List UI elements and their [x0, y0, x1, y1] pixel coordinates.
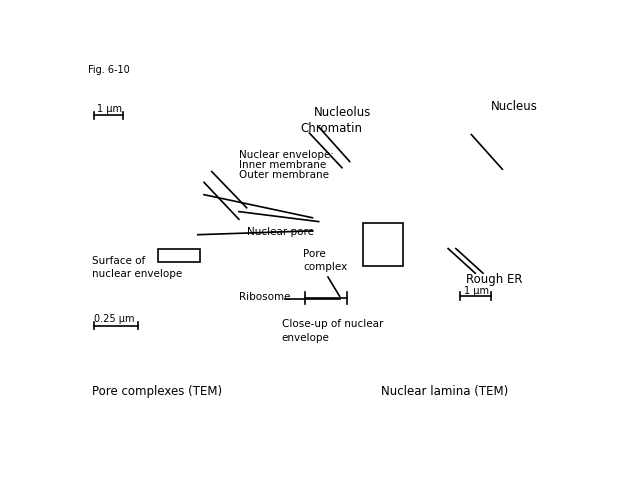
Text: 0.25 µm: 0.25 µm [94, 314, 134, 324]
Text: Inner membrane: Inner membrane [239, 160, 326, 170]
Text: Nucleolus: Nucleolus [314, 106, 371, 119]
Text: Nuclear lamina (TEM): Nuclear lamina (TEM) [381, 385, 508, 398]
Text: Chromatin: Chromatin [300, 121, 362, 134]
Text: Nucleus: Nucleus [491, 100, 538, 113]
Text: Pore complexes (TEM): Pore complexes (TEM) [92, 385, 221, 398]
Text: Nuclear pore: Nuclear pore [246, 227, 314, 237]
Text: 1 µm: 1 µm [463, 286, 488, 296]
Text: Nuclear envelope:: Nuclear envelope: [239, 150, 334, 160]
Text: Surface of
nuclear envelope: Surface of nuclear envelope [92, 256, 182, 279]
Text: Ribosome: Ribosome [239, 292, 291, 302]
Bar [157, 249, 200, 263]
Text: Rough ER: Rough ER [466, 273, 522, 286]
Text: Fig. 6-10: Fig. 6-10 [88, 65, 129, 75]
Text: Close-up of nuclear
envelope: Close-up of nuclear envelope [282, 319, 383, 343]
Text: Pore
complex: Pore complex [303, 249, 348, 272]
Bar [363, 223, 403, 265]
Text: 1 µm: 1 µm [97, 104, 122, 114]
Text: Outer membrane: Outer membrane [239, 170, 329, 180]
